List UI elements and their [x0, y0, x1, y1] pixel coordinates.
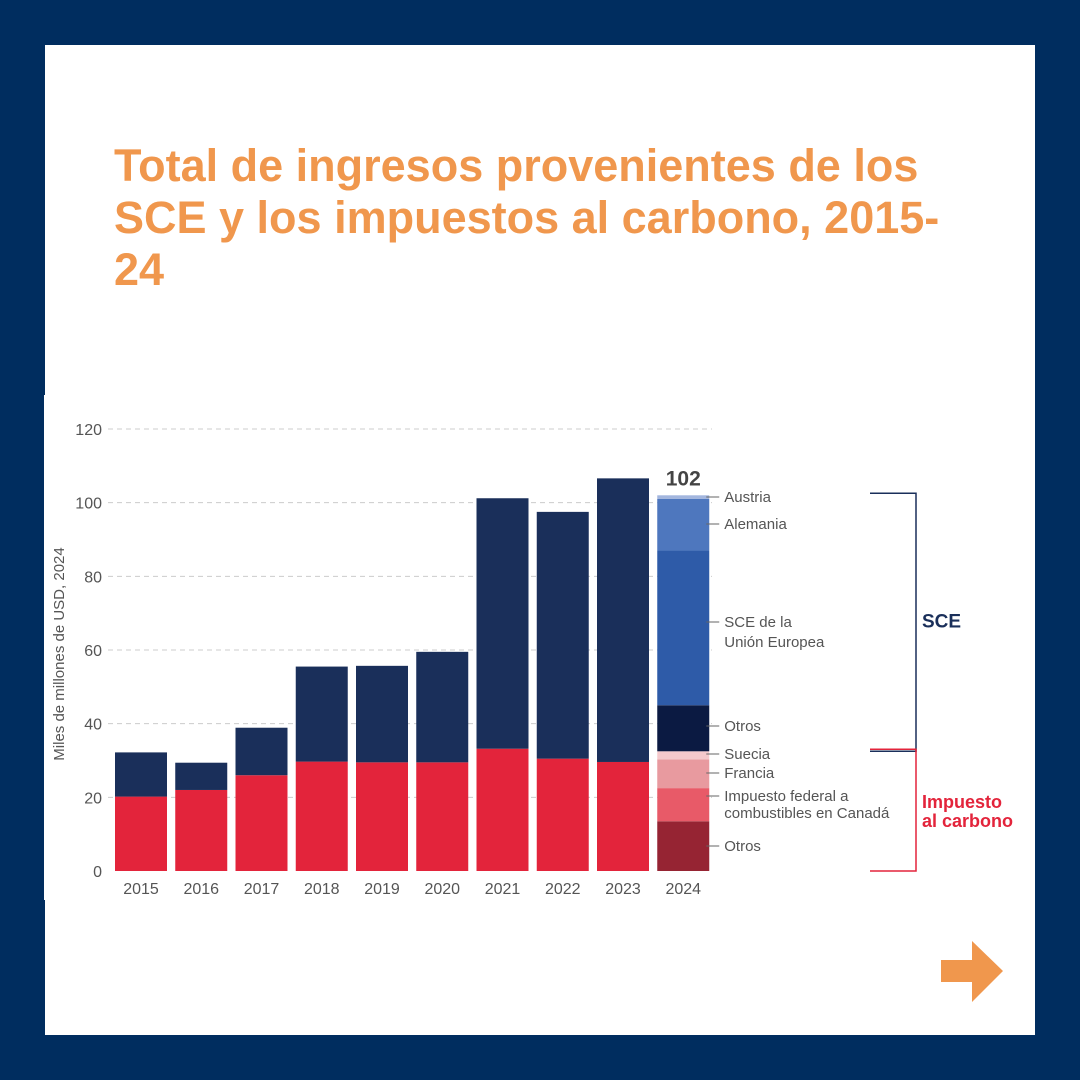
y-tick-label: 80	[84, 569, 102, 586]
bar-sce-2022	[536, 511, 589, 759]
x-tick-label: 2017	[244, 881, 280, 898]
y-tick-label: 120	[75, 422, 102, 439]
segment-2024-sce-6	[657, 498, 710, 551]
bar-sce-2023	[597, 478, 649, 762]
y-tick-label: 100	[75, 496, 102, 513]
x-tick-label: 2020	[424, 881, 460, 898]
x-tick-label: 2018	[304, 881, 340, 898]
bar-tax-2019	[356, 762, 408, 871]
y-tick-label: 60	[84, 643, 102, 660]
y-axis-label: Miles de millones de USD, 2024	[51, 547, 68, 760]
bar-sce-2019	[356, 665, 408, 763]
segment-2024-sce-4	[657, 705, 710, 752]
segment-2024-tax-0	[657, 821, 710, 871]
segment-label: Suecia	[724, 746, 771, 763]
bar-tax-2020	[416, 762, 469, 871]
y-tick-label: 0	[93, 864, 102, 881]
bar-tax-2015	[115, 796, 167, 871]
x-tick-label: 2024	[665, 881, 701, 898]
bracket-tax	[870, 748, 917, 872]
arrow-right-icon[interactable]	[940, 940, 1004, 1004]
bar-tax-2017	[235, 775, 288, 871]
y-tick-label: 20	[84, 790, 102, 807]
bar-sce-2018	[295, 666, 348, 762]
x-tick-label: 2019	[364, 881, 400, 898]
segment-2024-tax-2	[657, 759, 710, 789]
bar-tax-2018	[295, 761, 348, 871]
bar-tax-2021	[476, 748, 529, 871]
segment-2024-tax-3	[657, 751, 710, 760]
page-title: Total de ingresos provenientes de los SC…	[114, 140, 940, 295]
group-label-sce: SCE	[922, 611, 961, 632]
segment-label: Otros	[724, 718, 761, 735]
segment-2024-sce-5	[657, 550, 710, 706]
segment-label: SCE de la Unión Europea	[724, 614, 825, 651]
total-2024-label: 102	[666, 467, 701, 490]
x-tick-label: 2016	[183, 881, 219, 898]
segment-2024-sce-7	[657, 495, 710, 499]
segment-label: Alemania	[724, 516, 787, 533]
bar-sce-2021	[476, 498, 529, 749]
x-tick-label: 2015	[123, 881, 159, 898]
bar-tax-2016	[175, 789, 228, 871]
bar-tax-2022	[536, 758, 589, 871]
x-tick-label: 2021	[485, 881, 521, 898]
segment-2024-tax-1	[657, 788, 710, 822]
x-tick-label: 2022	[545, 881, 581, 898]
y-tick-label: 40	[84, 717, 102, 734]
segment-label: Francia	[724, 765, 775, 782]
bar-sce-2017	[235, 727, 288, 776]
bar-tax-2023	[597, 761, 649, 871]
bar-sce-2016	[175, 762, 228, 790]
group-label-tax: Impuesto al carbono	[922, 792, 1013, 831]
segment-label: Impuesto federal a combustibles en Canadá	[724, 788, 890, 822]
x-tick-label: 2023	[605, 881, 641, 898]
bar-sce-2020	[416, 651, 469, 763]
bar-sce-2015	[115, 752, 167, 797]
bracket-sce	[870, 492, 917, 753]
segment-label: Otros	[724, 838, 761, 855]
segment-label: Austria	[724, 489, 771, 506]
